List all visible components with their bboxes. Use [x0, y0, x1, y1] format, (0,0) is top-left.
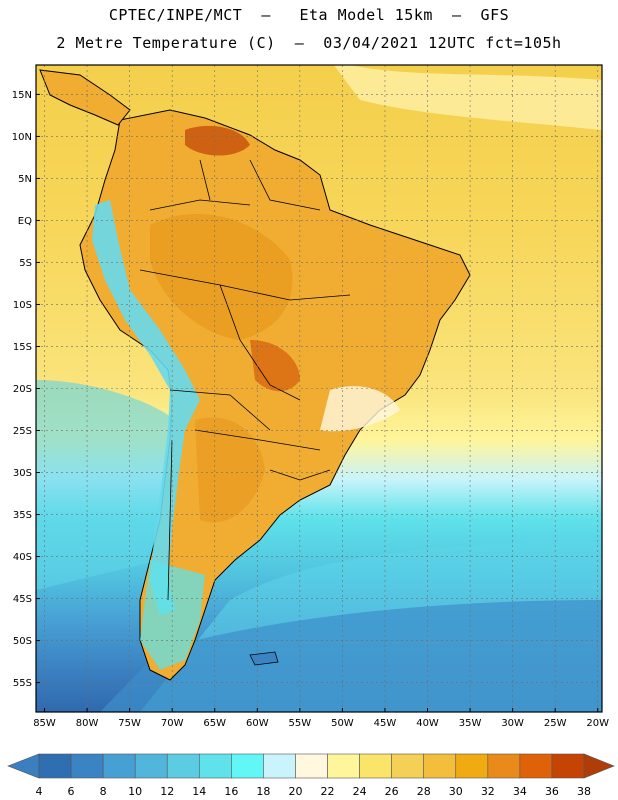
central-america-land [39, 69, 131, 126]
lat-label: 55S [13, 678, 32, 689]
lat-label: 10S [13, 300, 32, 311]
colorbar-bin [102, 753, 136, 779]
colorbar-high-arrow [583, 753, 615, 779]
colorbar-bin [423, 753, 457, 779]
patagonia-cool [140, 560, 205, 670]
colorbar-label: 38 [577, 785, 591, 798]
colorbar-bin [487, 753, 521, 779]
map-field [36, 65, 602, 712]
latitude-labels: 15N 10N 5N EQ 5S 10S 15S 20S 25S 30S 35S 40S 45S 50S 5… [12, 90, 40, 689]
colorbar-bin [231, 753, 264, 779]
venezuela-hot [185, 125, 250, 156]
colorbar-label: 4 [36, 785, 43, 798]
graticule [36, 65, 602, 712]
lat-label: 5S [19, 258, 32, 269]
colorbar-bin [327, 753, 360, 779]
lat-label: 40S [13, 552, 32, 563]
lon-label: 45W [374, 718, 397, 729]
lat-label: 10N [12, 132, 32, 143]
lon-label: 70W [161, 718, 184, 729]
colorbar-label: 30 [449, 785, 463, 798]
colorbar-label: 18 [256, 785, 270, 798]
lon-label: 85W [33, 718, 56, 729]
lat-label: 45S [13, 594, 32, 605]
colorbar-bin [551, 753, 585, 779]
colorbar-label: 14 [192, 785, 206, 798]
colorbar-bin [295, 753, 328, 779]
colorbar-low-arrow [7, 753, 40, 779]
colorbar-label: 16 [224, 785, 238, 798]
lat-label: 25S [13, 426, 32, 437]
colorbar-label: 12 [160, 785, 174, 798]
lat-label: 15N [12, 90, 32, 101]
lon-label: 80W [76, 718, 99, 729]
colorbar-bin [519, 753, 553, 779]
amazon-hot [150, 213, 293, 340]
colorbar [7, 753, 615, 779]
southeast-brazil-pale [320, 386, 400, 432]
colorbar-label: 36 [545, 785, 559, 798]
lat-label: 30S [13, 468, 32, 479]
south-ocean-cold [100, 600, 602, 712]
colorbar-label: 24 [353, 785, 367, 798]
colorbar-label: 10 [128, 785, 142, 798]
colorbar-bin [359, 753, 392, 779]
colorbar-bin [263, 753, 296, 779]
atlantic-pale-band [333, 65, 602, 130]
lat-label: 15S [13, 342, 32, 353]
colorbar-label: 22 [321, 785, 335, 798]
lat-label: 35S [13, 510, 32, 521]
lon-label: 20W [586, 718, 609, 729]
lon-label: 65W [203, 718, 226, 729]
colorbar-bin [70, 753, 104, 779]
lon-label: 25W [544, 718, 567, 729]
colorbar-bin [38, 753, 72, 779]
pantanal-hot [250, 340, 300, 392]
colorbar-label: 26 [385, 785, 399, 798]
lat-label: EQ [18, 216, 32, 227]
lat-label: 5N [18, 174, 32, 185]
title-line-1: CPTEC/INPE/MCT – Eta Model 15km – GFS [108, 6, 510, 24]
colorbar-bin [134, 753, 168, 779]
colorbar-label: 32 [481, 785, 495, 798]
colorbar-label: 20 [288, 785, 302, 798]
colorbar-labels: 4 6 8 10 12 14 16 18 20 22 24 26 28 30 32 34 36 38 [36, 785, 592, 798]
chaco-hot [195, 417, 265, 523]
colorbar-label: 6 [68, 785, 75, 798]
lon-label: 55W [289, 718, 312, 729]
lon-label: 60W [246, 718, 269, 729]
title-line-2: 2 Metre Temperature (C) – 03/04/2021 12U… [56, 34, 562, 52]
lat-label: 50S [13, 636, 32, 647]
colorbar-bin [166, 753, 200, 779]
lon-label: 75W [118, 718, 141, 729]
lon-label: 35W [459, 718, 482, 729]
colorbar-label: 28 [417, 785, 431, 798]
colorbar-bin [455, 753, 489, 779]
longitude-labels: 85W 80W 75W 70W 65W 60W 55W 50W 45W 40W 35W 30W 25W 2… [33, 708, 609, 729]
lon-label: 30W [501, 718, 524, 729]
lat-label: 20S [13, 384, 32, 395]
colorbar-bin [391, 753, 425, 779]
colorbar-label: 34 [513, 785, 527, 798]
colorbar-bin [198, 753, 232, 779]
lon-label: 40W [416, 718, 439, 729]
colorbar-label: 8 [100, 785, 107, 798]
lon-label: 50W [331, 718, 354, 729]
pacific-cool [36, 380, 175, 590]
andes-cool [92, 200, 200, 615]
